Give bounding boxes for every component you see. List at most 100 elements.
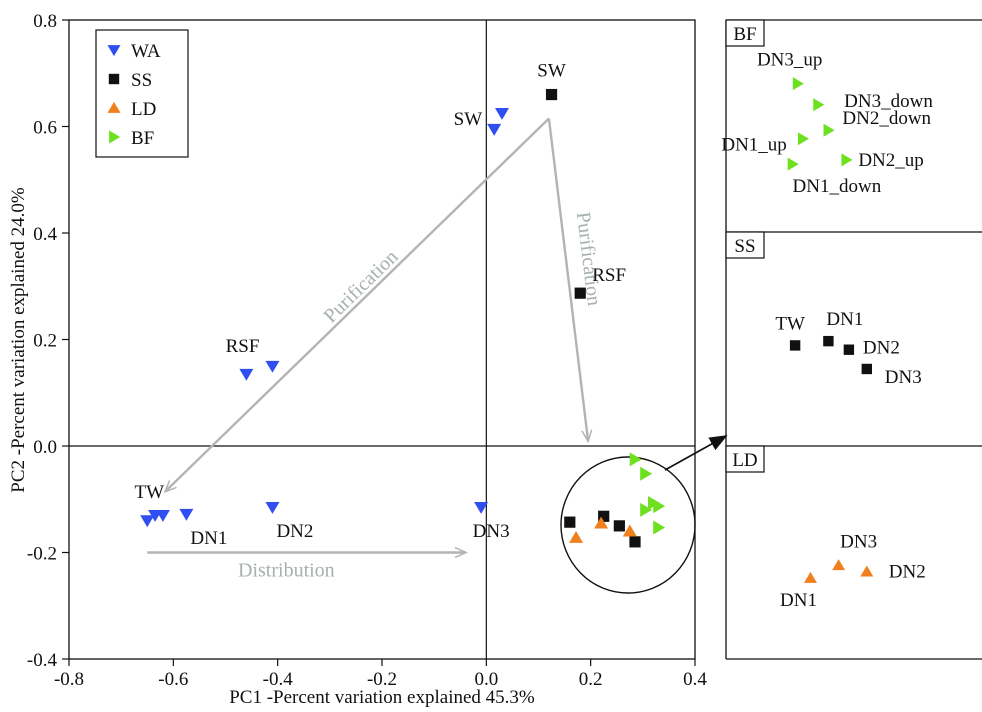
y-tick-label: -0.4 <box>27 650 58 671</box>
panel-point-bf <box>787 157 799 171</box>
y-tick-label: 0.0 <box>33 437 57 458</box>
x-axis-ticks: -0.8 -0.6 -0.4 -0.2 0.0 0.2 0.4 <box>54 659 707 690</box>
panel-point-bf <box>823 123 835 137</box>
x-tick-label: 0.4 <box>683 669 707 690</box>
panel-point-ld <box>832 559 846 571</box>
panel-point-label: DN3_down <box>844 91 933 112</box>
panel-tag-box-ld <box>725 445 765 473</box>
point-wa <box>140 515 155 528</box>
legend-label-bf: BF <box>131 128 154 149</box>
arrow-label-2: Distribution <box>238 560 335 582</box>
arrow-purification-1 <box>547 118 588 441</box>
main-labels-layer: SW SW RSF RSF TW DN1 DN2 DN3 <box>134 61 626 550</box>
panel-point-bf <box>813 98 825 112</box>
point-bf <box>640 466 653 481</box>
point-label: RSF <box>226 336 260 357</box>
x-tick-label: 0.2 <box>579 669 603 690</box>
point-wa <box>487 123 502 136</box>
point-bf <box>653 520 666 535</box>
zoom-arrow <box>664 435 728 471</box>
y-axis-title: PC2 -Percent variation explained 24.0% <box>8 187 29 493</box>
panel-point-label: DN2_down <box>842 108 931 129</box>
legend: WA SS LD BF <box>95 29 189 158</box>
panel-point-label: DN2 <box>863 338 900 359</box>
panel-point-label: DN1 <box>826 309 863 330</box>
legend-label-ss: SS <box>131 70 152 91</box>
legend-marker-ss <box>108 73 120 85</box>
panel-point-label: DN1_down <box>793 176 882 197</box>
arrow-label-0: Purification <box>320 246 403 328</box>
panel-point-label: DN1 <box>780 590 817 611</box>
panel-tag-ld: LD <box>732 450 757 471</box>
point-label: TW <box>134 482 164 503</box>
panel-point-label: DN3 <box>885 367 922 388</box>
point-label: RSF <box>592 265 626 286</box>
main-points-layer <box>140 88 666 548</box>
point-bf <box>640 502 653 517</box>
panel-point-bf <box>792 77 804 91</box>
point-wa <box>265 360 280 373</box>
legend-marker-ld <box>107 101 121 113</box>
point-ss <box>564 516 576 528</box>
point-ss <box>598 510 610 522</box>
panel-point-ss <box>823 335 834 347</box>
x-tick-label: -0.4 <box>263 669 294 690</box>
panel-point-bf <box>797 132 809 146</box>
point-wa <box>239 368 254 381</box>
point-wa <box>474 501 489 514</box>
point-bf <box>629 452 642 467</box>
point-label: DN3 <box>473 521 510 542</box>
y-tick-label: 0.8 <box>33 11 57 32</box>
point-label: SW <box>454 109 483 130</box>
panel-point-label: DN3 <box>840 531 877 552</box>
y-tick-label: -0.2 <box>27 544 57 565</box>
panel-point-label: DN2_up <box>858 150 923 171</box>
point-wa <box>155 509 170 522</box>
panel-point-ss <box>861 363 872 375</box>
point-wa <box>265 501 280 514</box>
panel-point-ld <box>860 565 874 577</box>
point-wa <box>179 508 194 521</box>
point-ld <box>569 530 584 543</box>
panel-point-bf <box>841 153 853 167</box>
zoom-circle <box>560 456 696 594</box>
panel-point-ss <box>789 340 801 351</box>
point-ss <box>613 520 625 532</box>
point-ld <box>594 516 609 529</box>
legend-label-ld: LD <box>131 99 156 120</box>
point-ss <box>545 88 558 101</box>
point-ss <box>574 287 586 299</box>
point-ld <box>622 524 637 537</box>
point-wa <box>494 107 509 120</box>
panel-point-label: TW <box>775 313 805 334</box>
legend-label-wa: WA <box>131 41 161 62</box>
panel-tag-bf: BF <box>733 24 756 45</box>
y-tick-label: 0.2 <box>33 331 57 352</box>
panel-tag-ss: SS <box>734 236 755 257</box>
panel-point-ld <box>803 571 817 583</box>
y-tick-label: 0.6 <box>33 118 57 139</box>
panel-point-label: DN1_up <box>721 135 786 156</box>
y-axis-ticks: -0.4 -0.2 0.0 0.2 0.4 0.6 0.8 <box>27 11 69 671</box>
legend-marker-wa <box>107 45 121 57</box>
point-label: DN1 <box>190 528 227 549</box>
x-axis-title: PC1 -Percent variation explained 45.3% <box>229 687 535 708</box>
panel-tag-box-bf <box>725 19 765 47</box>
point-ss <box>629 536 641 548</box>
panel-tag-box-ss <box>725 231 765 259</box>
x-tick-label: -0.8 <box>54 669 84 690</box>
x-tick-label: -0.6 <box>158 669 188 690</box>
point-label: DN2 <box>276 521 313 542</box>
panel-point-ss <box>843 344 855 355</box>
x-tick-label: -0.2 <box>367 669 397 690</box>
y-tick-label: 0.4 <box>33 224 57 245</box>
point-bf <box>653 499 666 514</box>
panel-point-label: DN3_up <box>757 50 822 71</box>
panel-point-label: DN2 <box>889 562 926 583</box>
x-tick-label: 0.0 <box>474 669 498 690</box>
arrow-purification-0 <box>166 117 550 492</box>
legend-marker-bf <box>109 130 121 144</box>
